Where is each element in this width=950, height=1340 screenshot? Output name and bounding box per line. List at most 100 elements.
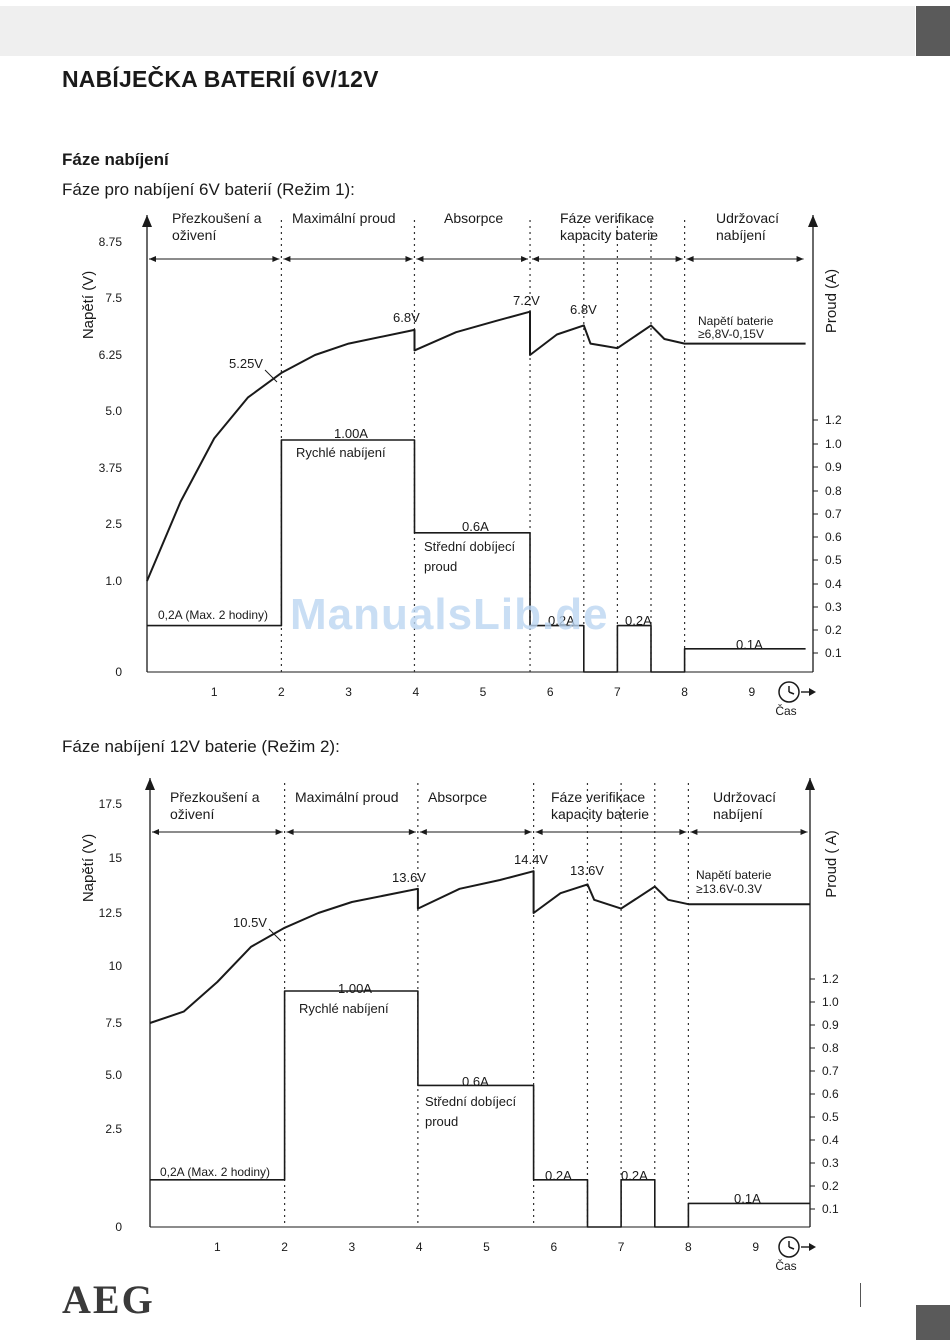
phase-arrow-head xyxy=(419,829,427,835)
page-tab-bottom xyxy=(916,1305,950,1340)
chart-annotation: Střední dobíjecí xyxy=(425,1094,516,1109)
page-number-divider xyxy=(860,1283,861,1307)
phase-label: Udržovací xyxy=(713,789,776,805)
chart-12v-charging-phases: 02.55.07.51012.51517.50.10.20.30.40.50.6… xyxy=(80,778,840,1273)
phase-arrow-head xyxy=(679,829,687,835)
phase-arrow-head xyxy=(286,829,294,835)
phase-arrow-head xyxy=(690,829,698,835)
y-right-tick-label: 0.3 xyxy=(825,600,842,614)
clock-hand-icon xyxy=(788,1246,795,1250)
chart-annotation: Napětí baterie xyxy=(696,868,772,882)
chart-annotation: 0.2A xyxy=(548,613,575,628)
y-right-axis-title: Proud ( A) xyxy=(823,830,840,898)
chart-annotation: 0.2A xyxy=(621,1168,648,1183)
left-axis-arrow xyxy=(142,215,152,227)
x-tick-label: 2 xyxy=(278,685,285,699)
annotation-pointer xyxy=(264,369,278,383)
phase-arrow-head xyxy=(675,256,683,262)
phase-arrow-head xyxy=(800,829,808,835)
x-tick-label: 9 xyxy=(752,1240,759,1254)
y-left-tick-label: 7.5 xyxy=(105,291,122,305)
phase-label: Maximální proud xyxy=(292,210,396,226)
chart-annotation: Napětí baterie xyxy=(698,314,774,328)
chart-annotation: ≥13.6V-0.3V xyxy=(696,882,762,896)
y-left-axis-title: Napětí (V) xyxy=(80,271,97,339)
current-curve xyxy=(150,990,810,1228)
y-left-tick-label: 12.5 xyxy=(99,906,123,920)
x-tick-label: 8 xyxy=(685,1240,692,1254)
phase-arrow-head xyxy=(686,256,694,262)
chart-annotation: Střední dobíjecí xyxy=(424,539,515,554)
y-left-tick-label: 5.0 xyxy=(105,1068,122,1082)
phase-label: Absorpce xyxy=(428,789,487,805)
chart-annotation: 6.8V xyxy=(570,302,597,317)
x-tick-label: 8 xyxy=(681,685,688,699)
x-tick-label: 1 xyxy=(211,685,218,699)
chart-annotation: 0.2A xyxy=(545,1168,572,1183)
voltage-curve xyxy=(149,870,810,1024)
phase-label: Fáze verifikace xyxy=(551,789,645,805)
y-right-tick-label: 0.4 xyxy=(822,1133,839,1147)
current-curve xyxy=(147,439,806,673)
x-tick-label: 7 xyxy=(614,685,621,699)
phase-label: oživení xyxy=(170,806,214,822)
chart-annotation: 13.6V xyxy=(392,870,426,885)
chart-annotation: 14.4V xyxy=(514,852,548,867)
chart-annotation: 1.00A xyxy=(334,426,368,441)
x-tick-label: 1 xyxy=(214,1240,221,1254)
phase-label: kapacity baterie xyxy=(560,227,658,243)
chart-annotation: Rychlé nabíjení xyxy=(299,1001,389,1016)
x-tick-label: 9 xyxy=(748,685,755,699)
phase-arrow-head xyxy=(796,256,804,262)
chart-annotation: 7.2V xyxy=(513,293,540,308)
phase-label: Udržovací xyxy=(716,210,779,226)
y-right-tick-label: 1.0 xyxy=(825,437,842,451)
phase-arrow-head xyxy=(152,829,159,835)
phase-arrow-head xyxy=(283,256,291,262)
phase-label: oživení xyxy=(172,227,216,243)
clock-hand-icon xyxy=(788,691,795,695)
y-left-tick-label: 5.0 xyxy=(105,404,122,418)
x-tick-label: 7 xyxy=(618,1240,625,1254)
chart-annotation: 10.5V xyxy=(233,915,267,930)
y-left-axis-title: Napětí (V) xyxy=(80,834,97,902)
y-left-tick-label: 15 xyxy=(109,851,123,865)
phase-label: Maximální proud xyxy=(295,789,399,805)
x-tick-label: 5 xyxy=(480,685,487,699)
y-right-tick-label: 1.2 xyxy=(825,413,842,427)
chart-annotation: proud xyxy=(425,1114,458,1129)
y-right-tick-label: 0.1 xyxy=(822,1202,839,1216)
x-tick-label: 5 xyxy=(483,1240,490,1254)
chart-annotation: 6.8V xyxy=(393,310,420,325)
y-left-tick-label: 17.5 xyxy=(99,797,123,811)
y-right-tick-label: 0.8 xyxy=(825,484,842,498)
brand-logo: AEG xyxy=(62,1277,155,1322)
phase-arrow-head xyxy=(405,256,413,262)
chart-annotation: ≥6,8V-0,15V xyxy=(698,327,764,341)
phase-arrow-head xyxy=(416,256,424,262)
phase-label: Přezkoušení a xyxy=(172,210,262,226)
chart-annotation: 0.1A xyxy=(734,1191,761,1206)
y-left-tick-label: 6.25 xyxy=(99,348,123,362)
annotation-pointer xyxy=(268,928,282,942)
x-tick-label: 6 xyxy=(547,685,554,699)
right-axis-arrow xyxy=(808,215,818,227)
page-tab-top xyxy=(916,6,950,56)
chart-annotation: 0.6A xyxy=(462,1074,489,1089)
left-axis-arrow xyxy=(145,778,155,790)
y-right-tick-label: 0.2 xyxy=(825,623,842,637)
phase-arrow-head xyxy=(149,256,156,262)
phase-arrow-head xyxy=(532,256,540,262)
y-left-tick-label: 10 xyxy=(109,959,123,973)
y-left-tick-label: 8.75 xyxy=(99,235,123,249)
y-right-tick-label: 0.3 xyxy=(822,1156,839,1170)
chart-annotation: proud xyxy=(424,559,457,574)
header-band xyxy=(0,6,915,56)
y-left-tick-label: 2.5 xyxy=(105,1122,122,1136)
chart-1-title: Fáze pro nabíjení 6V baterií (Režim 1): xyxy=(62,180,355,199)
chart-annotation: 13.6V xyxy=(570,863,604,878)
chart-annotation: 0.2A xyxy=(625,613,652,628)
phase-label: Fáze verifikace xyxy=(560,210,654,226)
chart-annotation: Rychlé nabíjení xyxy=(296,445,386,460)
y-left-tick-label: 1.0 xyxy=(105,574,122,588)
